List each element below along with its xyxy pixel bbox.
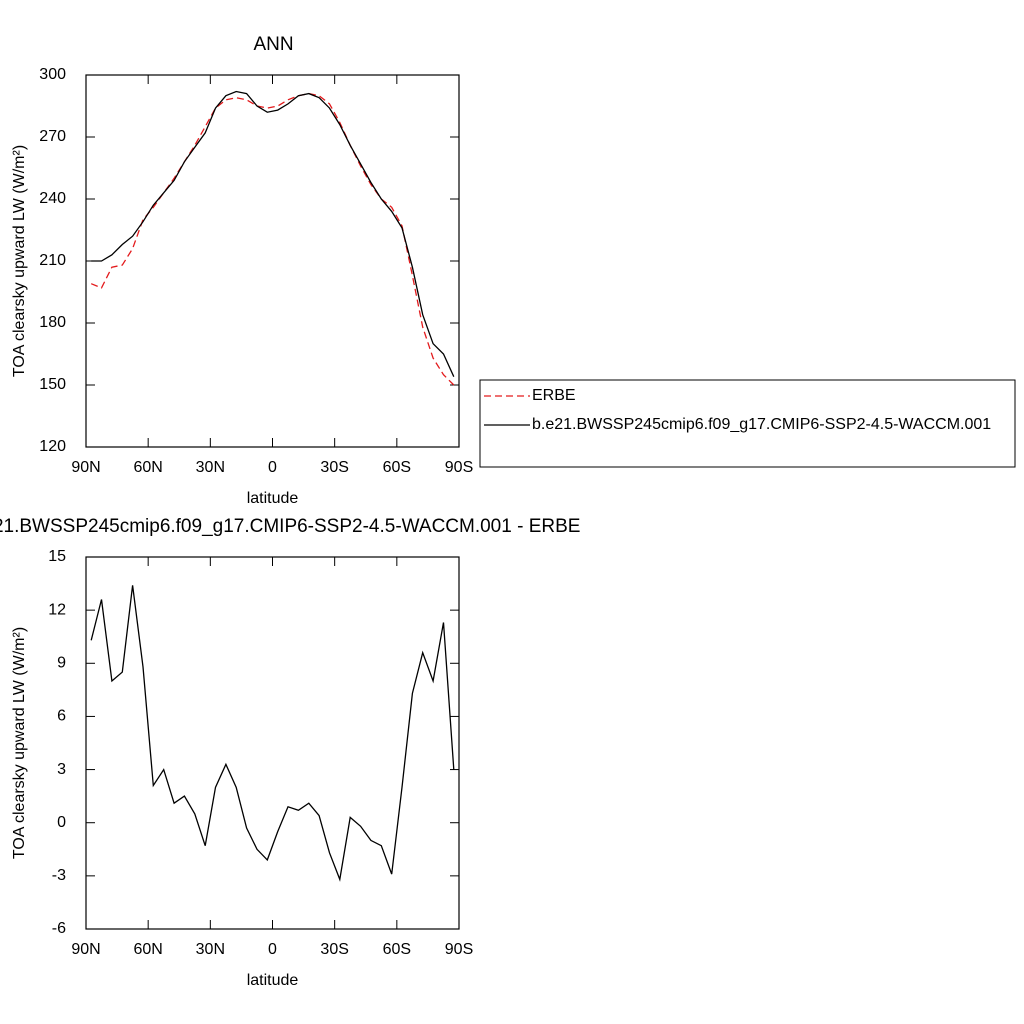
- x-tick-label: 60S: [383, 459, 411, 476]
- chart-title: ANN: [253, 34, 293, 55]
- y-tick-label: 240: [39, 190, 66, 207]
- y-tick-label: 150: [39, 376, 66, 393]
- chart-title: b.e21.BWSSP245cmip6.f09_g17.CMIP6-SSP2-4…: [0, 516, 580, 537]
- legend-label: b.e21.BWSSP245cmip6.f09_g17.CMIP6-SSP2-4…: [532, 416, 991, 433]
- x-tick-label: 90N: [71, 941, 100, 958]
- x-tick-label: 90S: [445, 459, 473, 476]
- x-tick-label: 90S: [445, 941, 473, 958]
- y-axis-label: TOA clearsky upward LW (W/m²): [11, 627, 28, 859]
- x-tick-label: 0: [268, 459, 277, 476]
- x-tick-label: 0: [268, 941, 277, 958]
- y-tick-label: 9: [57, 655, 66, 672]
- x-tick-label: 60N: [133, 459, 162, 476]
- y-tick-label: 3: [57, 761, 66, 778]
- y-tick-label: 12: [48, 601, 66, 618]
- y-tick-label: -6: [52, 920, 66, 937]
- x-tick-label: 90N: [71, 459, 100, 476]
- y-tick-label: 180: [39, 314, 66, 331]
- plot-frame: [85, 74, 460, 448]
- data-line: [90, 92, 455, 386]
- x-axis-label: latitude: [247, 972, 299, 989]
- y-axis-label: TOA clearsky upward LW (W/m²): [11, 145, 28, 377]
- y-tick-label: 300: [39, 66, 66, 83]
- y-tick-label: 210: [39, 252, 66, 269]
- data-line: [90, 585, 455, 882]
- legend-label: ERBE: [532, 387, 576, 404]
- x-tick-label: 30S: [320, 941, 348, 958]
- x-axis-label: latitude: [247, 490, 299, 507]
- y-tick-label: 15: [48, 548, 66, 565]
- x-tick-label: 30N: [196, 459, 225, 476]
- x-tick-label: 30N: [196, 941, 225, 958]
- plot-frame: [85, 556, 460, 930]
- legend-box: [479, 379, 1016, 468]
- x-tick-label: 30S: [320, 459, 348, 476]
- y-tick-label: 6: [57, 708, 66, 725]
- y-tick-label: 120: [39, 438, 66, 455]
- y-tick-label: 0: [57, 814, 66, 831]
- x-tick-label: 60S: [383, 941, 411, 958]
- data-line: [91, 90, 455, 377]
- y-tick-label: -3: [52, 867, 66, 884]
- x-tick-label: 60N: [133, 941, 162, 958]
- y-tick-label: 270: [39, 128, 66, 145]
